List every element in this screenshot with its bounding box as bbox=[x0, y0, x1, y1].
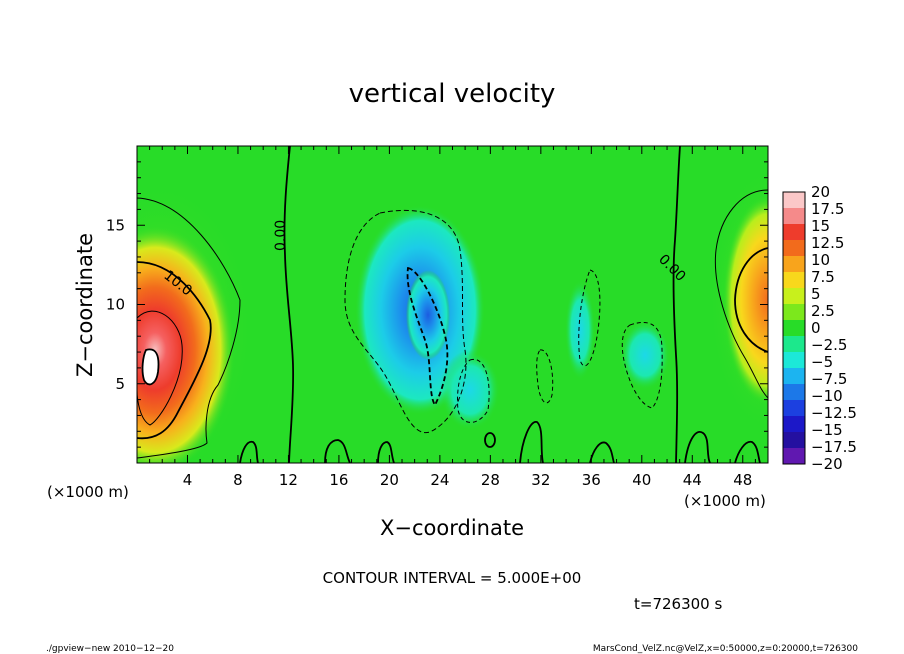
colorbar-swatch bbox=[783, 208, 805, 225]
x-tick-label: 48 bbox=[733, 471, 752, 489]
contour-10-right bbox=[734, 247, 768, 353]
x-tick-label: 36 bbox=[582, 471, 601, 489]
x-tick-label: 12 bbox=[279, 471, 298, 489]
contour-0-bump-3 bbox=[519, 421, 544, 463]
colorbar-label: 15 bbox=[811, 217, 830, 235]
colorbar-swatch bbox=[783, 304, 805, 321]
contour-15-left bbox=[137, 310, 183, 426]
colorbar-label: 5 bbox=[811, 285, 821, 303]
colorbar-frame bbox=[782, 191, 806, 465]
field-downdraft-core bbox=[406, 270, 450, 360]
y-tick-label: 5 bbox=[115, 375, 125, 393]
colorbar-label: 10 bbox=[811, 251, 830, 269]
field-updraft-left bbox=[137, 225, 235, 463]
contour-0-bump-4 bbox=[589, 441, 615, 463]
y-axis: 5 10 15 bbox=[106, 161, 768, 448]
colorbar-swatch bbox=[783, 256, 805, 273]
colorbar-swatch bbox=[783, 384, 805, 401]
colorbar-label: 0 bbox=[811, 319, 821, 337]
field-updraft-right bbox=[723, 195, 768, 405]
colorbar-swatch bbox=[783, 272, 805, 289]
colorbar-label: −17.5 bbox=[811, 438, 857, 456]
colorbar-swatch bbox=[783, 368, 805, 385]
contour-minus5-main bbox=[344, 209, 467, 434]
x-axis: 4 8 12 16 20 24 28 32 36 40 44 48 bbox=[149, 146, 756, 489]
footer-left: ./gpview−new 2010−12−20 bbox=[46, 644, 174, 654]
contour-0-left bbox=[283, 146, 295, 463]
x-unit-left: (×1000 m) bbox=[47, 483, 129, 501]
contour-interval: CONTOUR INTERVAL = 5.000E+00 bbox=[323, 569, 582, 587]
colorbar-swatch bbox=[783, 432, 805, 449]
colorbar-label: 7.5 bbox=[811, 268, 835, 286]
colorbar-label: 20 bbox=[811, 183, 830, 201]
x-tick-label: 32 bbox=[531, 471, 550, 489]
colorbar-label: −12.5 bbox=[811, 404, 857, 422]
field-weak-downdraft-1 bbox=[440, 350, 500, 430]
field-weak-downdraft-2 bbox=[620, 320, 670, 390]
colorbar-label: 17.5 bbox=[811, 200, 844, 218]
x-tick-label: 8 bbox=[233, 471, 243, 489]
contour-5-left bbox=[137, 197, 241, 459]
colorbar-label: −10 bbox=[811, 387, 843, 405]
contour-0-bump-6 bbox=[734, 440, 761, 463]
contour-lines bbox=[137, 146, 768, 463]
contour-20-left bbox=[141, 348, 160, 386]
contour-minus10-core bbox=[406, 266, 449, 407]
x-tick-label: 4 bbox=[183, 471, 193, 489]
contour-0-bump-2 bbox=[377, 441, 395, 463]
y-tick-label: 15 bbox=[106, 216, 125, 234]
colorbar-swatch bbox=[783, 192, 805, 209]
colorbar-swatch bbox=[783, 336, 805, 353]
x-tick-label: 44 bbox=[683, 471, 702, 489]
contour-0-bump-1 bbox=[324, 439, 351, 463]
colorbar-swatch bbox=[783, 240, 805, 257]
chart-title: vertical velocity bbox=[349, 79, 556, 109]
colorbar: 2017.51512.5107.552.50−2.5−5−7.5−10−12.5… bbox=[782, 183, 857, 473]
colorbar-swatch bbox=[783, 320, 805, 337]
contour-5-right bbox=[714, 189, 768, 399]
colorbar-label: −5 bbox=[811, 353, 833, 371]
plot-area: 10.0 0.00 0.00 bbox=[137, 146, 768, 463]
colorbar-swatch bbox=[783, 352, 805, 369]
contour-0-islet bbox=[484, 432, 496, 448]
field-weak-downdraft-3 bbox=[565, 280, 595, 380]
footer-right: MarsCond_VelZ.nc@VelZ,x=0:50000,z=0:2000… bbox=[593, 644, 858, 654]
contour-minus5-small-3 bbox=[536, 349, 554, 404]
x-tick-label: 28 bbox=[481, 471, 500, 489]
contour-10-left bbox=[137, 261, 212, 440]
colorbar-swatch bbox=[783, 288, 805, 305]
x-axis-label: X−coordinate bbox=[380, 516, 524, 540]
contour-minus5-small-2 bbox=[578, 269, 601, 367]
y-tick-label: 10 bbox=[106, 296, 125, 314]
x-tick-label: 24 bbox=[430, 471, 449, 489]
colorbar-swatch bbox=[783, 400, 805, 417]
colorbar-label: 2.5 bbox=[811, 302, 835, 320]
contour-minus5-small-4 bbox=[457, 358, 490, 423]
colorbar-label: −2.5 bbox=[811, 336, 847, 354]
colorbar-label: 12.5 bbox=[811, 234, 844, 252]
time-stamp: t=726300 s bbox=[634, 595, 722, 613]
contour-0-bump-7 bbox=[239, 440, 259, 463]
contour-0-right bbox=[672, 146, 681, 463]
colorbar-swatch bbox=[783, 224, 805, 241]
colorbar-label: −15 bbox=[811, 421, 843, 439]
x-tick-label: 16 bbox=[329, 471, 348, 489]
y-axis-label: Z−coordinate bbox=[73, 233, 97, 377]
x-tick-label: 40 bbox=[632, 471, 651, 489]
x-tick-label: 20 bbox=[380, 471, 399, 489]
contour-0-bump-5 bbox=[684, 431, 711, 463]
colorbar-swatch bbox=[783, 416, 805, 433]
colorbar-swatch bbox=[783, 448, 805, 465]
x-unit-right: (×1000 m) bbox=[684, 492, 766, 510]
colorbar-label: −7.5 bbox=[811, 370, 847, 388]
colorbar-label: −20 bbox=[811, 455, 843, 473]
contour-label-0-left: 0.00 bbox=[273, 220, 289, 251]
